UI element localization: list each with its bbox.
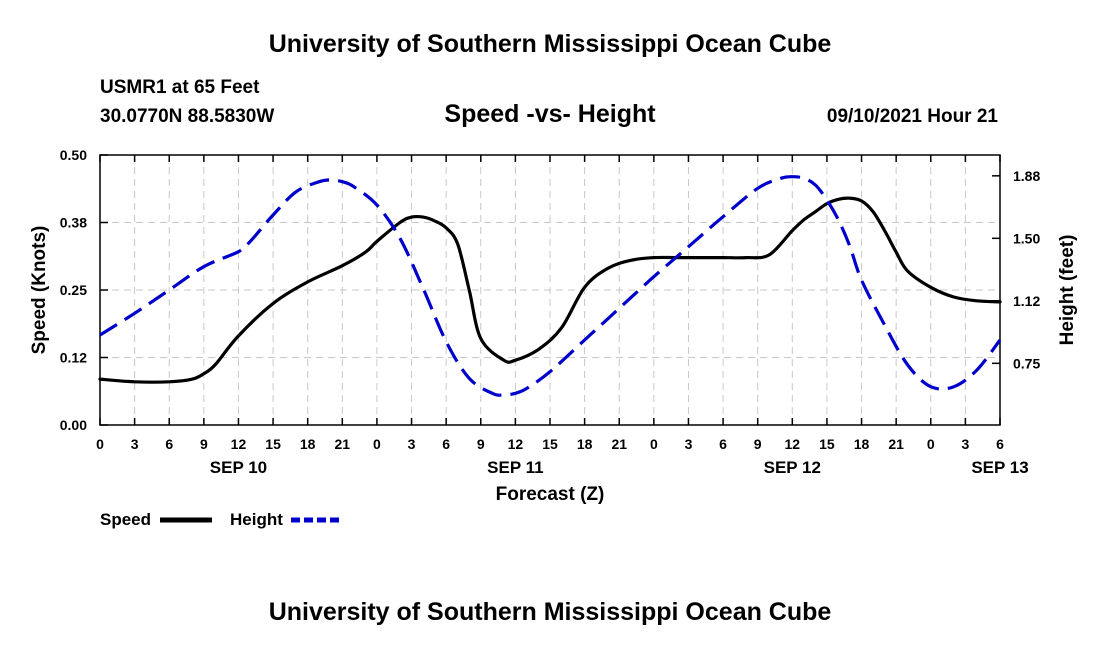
series-line-height	[99, 175, 1002, 397]
forecast-date-hour: 09/10/2021 Hour 21	[826, 106, 998, 127]
x-tick-label: 0	[96, 436, 104, 452]
footer-title: University of Southern Mississippi Ocean…	[268, 598, 832, 626]
grid-layer	[100, 155, 1000, 425]
x-tick-label: 12	[508, 436, 524, 452]
date-label: SEP 12	[764, 458, 821, 477]
x-tick-label: 9	[200, 436, 208, 452]
x-tick-label: 3	[961, 436, 969, 452]
station-label: USMR1 at 65 Feet	[100, 77, 260, 98]
date-label: SEP 13	[971, 458, 1028, 477]
x-axis-title: Forecast (Z)	[496, 484, 605, 505]
y-tick-label: 0.00	[60, 417, 87, 433]
chart-title: Speed -vs- Height	[444, 100, 656, 128]
y2-tick-label: 0.75	[1013, 355, 1040, 371]
x-tick-label: 0	[650, 436, 658, 452]
x-tick-label: 6	[719, 436, 727, 452]
x-tick-label: 21	[611, 436, 627, 452]
x-tick-label: 6	[996, 436, 1004, 452]
x-tick-label: 9	[477, 436, 485, 452]
x-tick-label: 21	[888, 436, 904, 452]
date-label: SEP 10	[210, 458, 267, 477]
x-tick-label: 21	[335, 436, 351, 452]
legend: Speed Height	[100, 510, 343, 529]
y-tick-label: 0.38	[60, 215, 87, 231]
x-tick-label: 0	[927, 436, 935, 452]
y-axis-title: Speed (Knots)	[29, 226, 50, 355]
y2-tick-label: 1.50	[1013, 230, 1040, 246]
page-title: University of Southern Mississippi Ocean…	[268, 30, 832, 58]
x-tick-label: 18	[300, 436, 316, 452]
x-tick-label: 6	[165, 436, 173, 452]
y2-axis-title: Height (feet)	[1057, 235, 1078, 346]
x-tick-label: 3	[408, 436, 416, 452]
y-tick-label: 0.12	[60, 350, 87, 366]
x-tick-label: 6	[442, 436, 450, 452]
y-tick-label: 0.50	[60, 147, 87, 163]
x-tick-label: 15	[265, 436, 281, 452]
y2-tick-label: 1.12	[1013, 293, 1040, 309]
axis-layer: 0 3 6 9 12 15 18 21 0 3 6 9 12 15 18 21 0 3 6 9 12 15 18 21 0 3 6 0…	[29, 147, 1078, 505]
y2-tick-label: 1.88	[1013, 168, 1040, 184]
x-tick-label: 3	[685, 436, 693, 452]
x-tick-label: 12	[231, 436, 247, 452]
y-tick-label: 0.25	[60, 282, 87, 298]
x-tick-label: 15	[542, 436, 558, 452]
legend-speed-label: Speed	[100, 510, 151, 529]
series-layer	[98, 175, 1002, 397]
x-tick-label: 3	[131, 436, 139, 452]
x-tick-label: 12	[785, 436, 801, 452]
x-tick-label: 18	[854, 436, 870, 452]
legend-height-label: Height	[230, 510, 283, 529]
x-tick-label: 18	[577, 436, 593, 452]
date-label: SEP 11	[487, 458, 543, 477]
x-tick-label: 15	[819, 436, 835, 452]
x-tick-label: 9	[754, 436, 762, 452]
x-tick-label: 0	[373, 436, 381, 452]
station-coordinates: 30.0770N 88.5830W	[100, 106, 275, 127]
series-line-speed	[98, 196, 1002, 384]
